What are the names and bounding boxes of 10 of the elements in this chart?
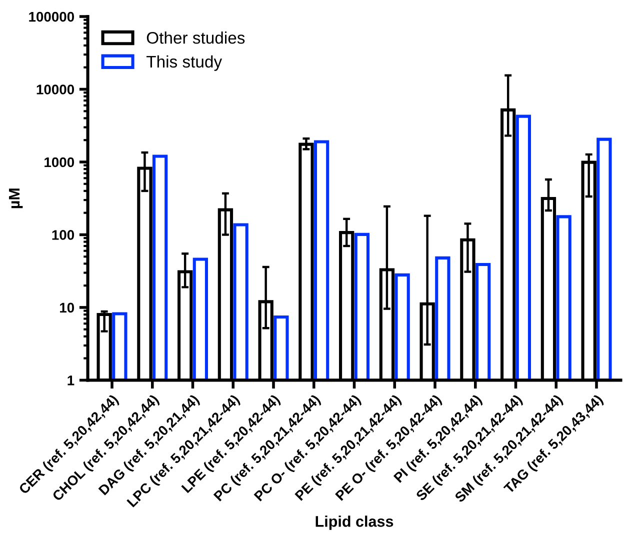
y-tick-label: 1000 [44,157,74,168]
y-axis-title: µM [9,188,23,208]
legend-label: Other studies [146,32,245,44]
y-tick-label: 100000 [29,12,74,22]
y-tick-label: 1 [68,376,74,386]
y-tick-label: 100 [52,230,74,240]
y-tick-label: 10000 [36,84,74,94]
y-tick-label: 10 [60,302,74,313]
x-axis-title: Lipid class [316,516,394,530]
legend-label: This study [146,55,222,71]
